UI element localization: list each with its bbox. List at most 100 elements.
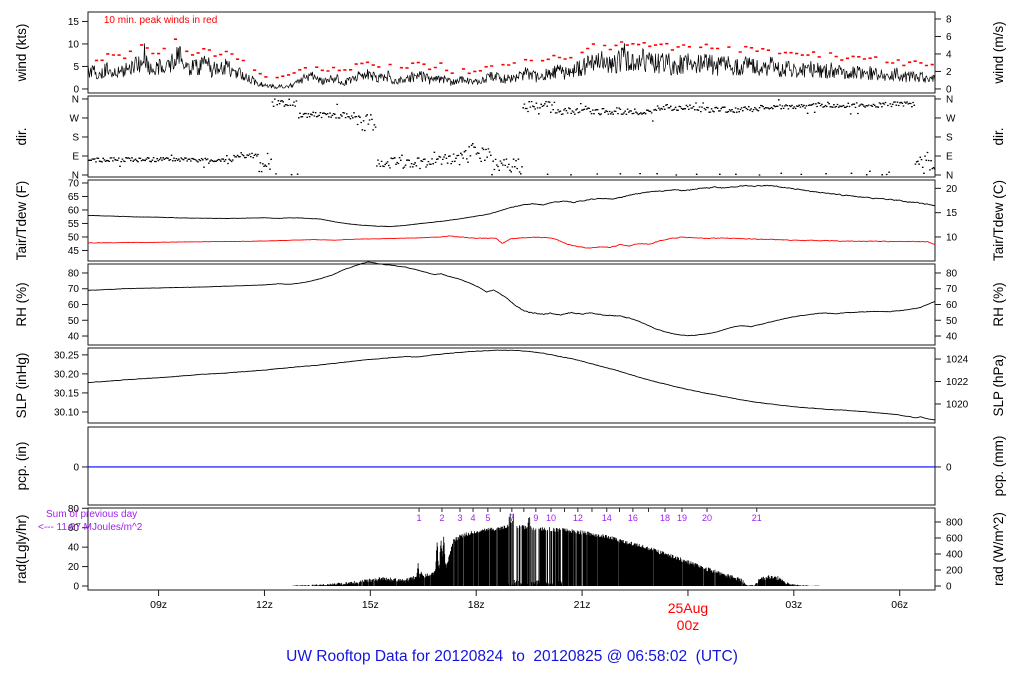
tick-label: 80: [68, 504, 80, 515]
tick-label: 1024: [946, 355, 969, 366]
x-tick-label: 21z: [574, 599, 591, 611]
tick-label: E: [72, 151, 79, 162]
solar-radiation-bars: [291, 513, 820, 586]
panel-wind: 0 5 10 15 0 2 4 6 8 wind (kts) wind (m/s) 10 min. p…: [14, 11, 1006, 95]
tick-label: 80: [68, 268, 80, 279]
panel-temp: 45 50 55 60 65 70 10 15 20 Tair/Tdew (F) Tair/Tdew…: [14, 178, 1006, 262]
tick-label: 30.10: [54, 407, 79, 418]
rad-right-axis-title: rad (W/m^2): [991, 512, 1006, 586]
tick-label: 6: [946, 32, 952, 43]
tick-label: 1020: [946, 399, 969, 410]
dir-left-axis-title: dir.: [14, 127, 29, 145]
tick-label: E: [946, 151, 953, 162]
tick-label: 60: [68, 523, 80, 534]
tick-label: 60: [946, 300, 958, 311]
tick-label: 10: [68, 39, 80, 50]
tick-label: 2: [946, 67, 952, 78]
radiation-sum-label: 10: [546, 513, 556, 523]
tick-label: 400: [946, 550, 963, 561]
panel-pcp: 0 0 pcp. (in) pcp. (mm): [14, 426, 1006, 506]
tick-label: 600: [946, 533, 963, 544]
panel-rh-border: [87, 263, 936, 346]
figure-caption: UW Rooftop Data for 20120824 to 20120825…: [286, 648, 738, 665]
x-tick-label: 15z: [362, 599, 379, 611]
tick-label: 45: [68, 246, 80, 257]
tick-label: 4: [946, 49, 952, 60]
tick-label: 1022: [946, 377, 969, 388]
rh-trace: [87, 261, 936, 337]
panel-slp: 30.10 30.15 30.20 30.25 1020 1022 1024 SLP (inH…: [14, 347, 1006, 424]
panel-wind-border: [87, 11, 936, 94]
temp-left-axis-title: Tair/Tdew (F): [14, 181, 29, 261]
radiation-annotation-line2: <--- 11.87 MJoules/m^2: [38, 522, 143, 533]
panel-pcp-border: [87, 426, 936, 506]
panel-temp-border: [87, 179, 936, 262]
tick-label: 50: [946, 316, 958, 327]
radiation-annotation-line1: Sum of previous day: [46, 509, 137, 520]
x-tick-label: 09z: [150, 599, 167, 611]
radiation-sum-label: 18: [660, 513, 670, 523]
tick-label: 200: [946, 566, 963, 577]
date-label: 25Aug: [668, 600, 708, 616]
tick-label: S: [946, 132, 953, 143]
date-hour-label: 00z: [677, 617, 700, 633]
tick-label: 8: [946, 14, 952, 25]
tick-label: 0: [946, 462, 952, 473]
tick-label: 60: [68, 205, 80, 216]
tick-label: 50: [68, 232, 80, 243]
tick-label: N: [946, 94, 953, 105]
radiation-sum-label: 2: [439, 513, 444, 523]
radiation-sum-label: 20: [702, 513, 712, 523]
tick-label: 30.20: [54, 369, 79, 380]
radiation-sum-label: 14: [602, 513, 612, 523]
x-tick-label: 03z: [785, 599, 802, 611]
x-tick-label: 06z: [891, 599, 908, 611]
tdew-trace: [87, 235, 936, 249]
tick-label: 70: [68, 178, 80, 189]
wind-direction-scatter: [88, 98, 936, 176]
radiation-sum-label: 4: [471, 513, 476, 523]
tick-label: 20: [68, 562, 80, 573]
wind-sustained-trace: [87, 43, 936, 89]
pcp-left-axis-title: pcp. (in): [14, 442, 29, 491]
tick-label: W: [70, 113, 80, 124]
tick-label: 20: [946, 184, 958, 195]
wind-left-axis-title: wind (kts): [14, 24, 29, 83]
tick-label: 0: [73, 462, 79, 473]
radiation-sum-label: 5: [485, 513, 490, 523]
tick-label: 60: [68, 300, 80, 311]
radiation-sum-label: 16: [628, 513, 638, 523]
tick-label: 800: [946, 517, 963, 528]
tick-label: N: [72, 170, 79, 181]
tick-label: 40: [68, 543, 80, 554]
tick-label: 55: [68, 219, 80, 230]
slp-trace: [87, 349, 936, 421]
tick-label: 80: [946, 268, 958, 279]
wind-peak-marks: [94, 38, 934, 79]
tick-label: S: [72, 132, 79, 143]
tick-label: 70: [68, 284, 80, 295]
radiation-sum-label: 21: [752, 513, 762, 523]
panel-slp-border: [87, 347, 936, 424]
x-tick-label: 18z: [468, 599, 485, 611]
tick-label: 0: [73, 582, 79, 593]
tick-label: 40: [68, 332, 80, 343]
slp-right-axis-title: SLP (hPa): [991, 354, 1006, 416]
wind-right-axis-title: wind (m/s): [991, 21, 1006, 84]
radiation-sum-label: 19: [677, 513, 687, 523]
tick-label: 0: [946, 84, 952, 95]
rad-left-axis-title: rad(Lgly/hr): [14, 514, 29, 583]
tick-label: 0: [946, 582, 952, 593]
tick-label: 65: [68, 192, 80, 203]
tick-label: 30.15: [54, 388, 79, 399]
tick-label: 40: [946, 332, 958, 343]
radiation-sum-label: 7: [509, 513, 514, 523]
tair-trace: [87, 184, 935, 228]
radiation-sum-label: 9: [533, 513, 538, 523]
tick-label: 5: [73, 62, 79, 73]
tick-label: 50: [68, 316, 80, 327]
wind-peak-annotation: 10 min. peak winds in red: [104, 15, 217, 26]
slp-left-axis-title: SLP (inHg): [14, 353, 29, 419]
